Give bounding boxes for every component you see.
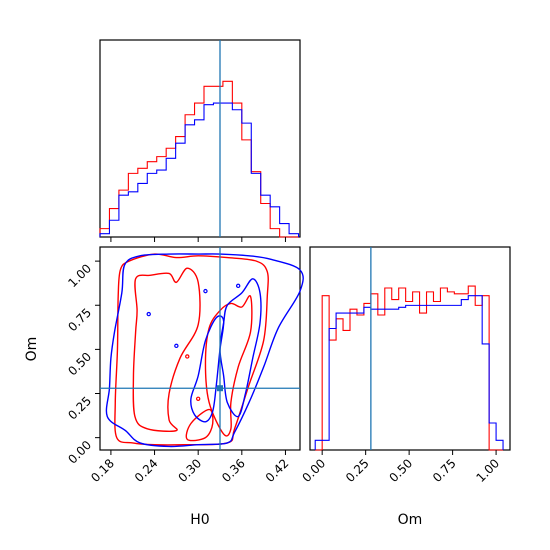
h0-histogram-panel (99, 39, 301, 242)
h0-tick-label: 0.42 (263, 456, 292, 485)
contour-core2-0 (185, 408, 214, 442)
x-axis-title-om: Om (398, 512, 423, 528)
h0-tick-label: 0.18 (88, 456, 117, 485)
h0-histogram-frame (99, 39, 301, 238)
om-x-tick-label: 0.00 (300, 456, 329, 485)
h0-histogram-red (99, 80, 299, 238)
h0-histogram-blue-steps (99, 102, 300, 237)
om-histogram-red-steps (315, 285, 504, 451)
contour-core-1 (190, 315, 225, 423)
joint-contours (105, 253, 304, 448)
h0-histogram-red-steps (99, 80, 299, 238)
contour-island (174, 343, 179, 349)
y-axis-title-om: Om (24, 337, 40, 362)
om-histogram-panel: 0.00 0.25 0.50 0.75 1.00 Om (300, 246, 511, 528)
x-axis-title-h0: H0 (190, 512, 209, 528)
om-histogram-frame (309, 246, 511, 451)
contour-inner-1 (219, 278, 262, 418)
contour-island (185, 354, 190, 359)
om-histogram-blue (314, 295, 504, 450)
h0-histogram-blue (99, 102, 300, 237)
om-y-tick-label: 1.00 (65, 261, 94, 290)
contour-inner-0 (132, 267, 201, 432)
contour-island (195, 396, 201, 402)
contour-outer-1 (105, 253, 304, 448)
joint-y-ticks: 0.00 0.25 0.50 0.75 1.00 (65, 260, 100, 467)
h0-tick-label: 0.30 (176, 456, 205, 485)
joint-frame (99, 246, 301, 451)
joint-x-ticks: 0.18 0.24 0.30 0.36 0.42 (88, 450, 292, 485)
joint-truth-marker (217, 385, 223, 392)
h0-top-ticks (110, 237, 286, 242)
om-histogram-blue-steps (314, 295, 504, 450)
contour-island (203, 288, 208, 294)
h0-tick-label: 0.24 (132, 456, 161, 485)
om-histogram-red (315, 285, 504, 451)
contour-core-0 (204, 294, 253, 437)
om-y-tick-label: 0.00 (65, 438, 94, 467)
om-x-tick-label: 0.75 (430, 456, 459, 485)
om-y-tick-label: 0.75 (65, 305, 94, 334)
joint-contour-panel: 0.18 0.24 0.30 0.36 0.42 0.00 0.25 0.50 0.75 1.0… (24, 246, 304, 528)
contour-island (146, 311, 151, 317)
om-x-tick-label: 0.25 (343, 456, 372, 485)
om-x-ticks: 0.00 0.25 0.50 0.75 1.00 (300, 450, 502, 485)
contour-island (235, 283, 241, 289)
om-y-tick-label: 0.25 (65, 394, 94, 423)
om-x-tick-label: 0.50 (386, 456, 415, 485)
h0-tick-label: 0.36 (219, 456, 248, 485)
om-x-tick-label: 1.00 (473, 456, 502, 485)
om-y-tick-label: 0.50 (65, 350, 94, 379)
